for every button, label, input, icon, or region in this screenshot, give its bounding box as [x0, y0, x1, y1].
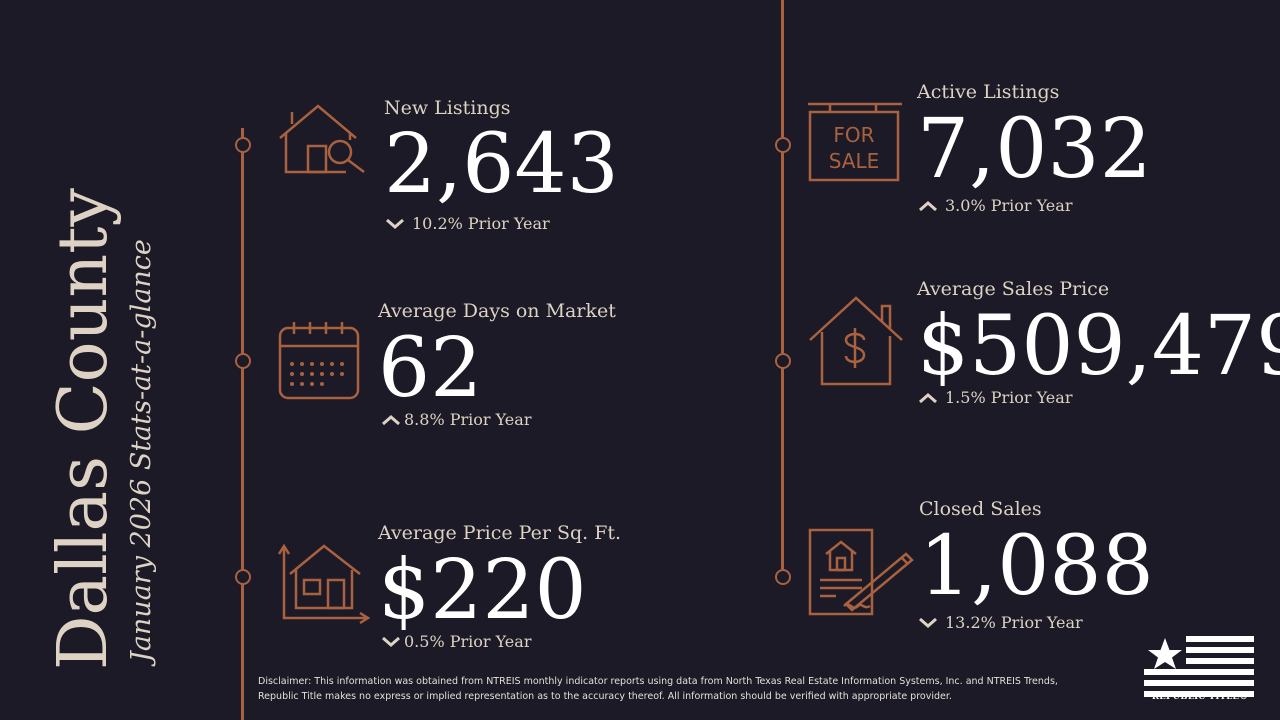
- disclaimer: Disclaimer: This information was obtaine…: [258, 676, 1058, 702]
- vertical-title: Dallas County January 2026 Stats-at-a-gl…: [38, 0, 157, 700]
- new-listings-value: 2,643: [384, 117, 619, 212]
- republic-title-flag-logo: [1144, 636, 1254, 697]
- avg-sales-price-change: 1.5% Prior Year: [917, 388, 1072, 407]
- timeline-dot: [775, 353, 791, 369]
- avg-days-value: 62: [378, 321, 483, 416]
- avg-sales-price-value: $509,479: [917, 299, 1280, 394]
- closed-sales-value: 1,088: [919, 519, 1154, 614]
- price-sqft-label: Average Price Per Sq. Ft.: [378, 522, 622, 544]
- closed-sales-label: Closed Sales: [919, 498, 1042, 520]
- timeline-dot: [775, 569, 791, 585]
- avg-days-change: 8.8% Prior Year: [380, 410, 531, 429]
- active-listings-value: 7,032: [917, 102, 1152, 197]
- active-listings-change: 3.0% Prior Year: [917, 196, 1072, 215]
- right-timeline: [781, 0, 784, 580]
- signed-contract-icon: [808, 528, 914, 616]
- county-title: Dallas County: [44, 188, 123, 670]
- timeline-dot: [775, 137, 791, 153]
- left-timeline: [241, 128, 244, 720]
- timeline-dot: [235, 137, 251, 153]
- calendar-icon: [278, 322, 360, 400]
- avg-sales-price-change-text: 1.5% Prior Year: [945, 388, 1073, 407]
- avg-sales-price-label: Average Sales Price: [917, 278, 1110, 300]
- chevron-up-icon: [919, 392, 937, 403]
- new-listings-change: 10.2% Prior Year: [384, 214, 550, 233]
- timeline-dot: [235, 353, 251, 369]
- logo-text: REPUBLIC TITLE®: [1151, 692, 1249, 702]
- active-listings-label: Active Listings: [917, 81, 1060, 103]
- house-search-icon: [279, 104, 365, 174]
- price-sqft-change-text: 0.5% Prior Year: [404, 632, 532, 651]
- svg-text:SALE: SALE: [829, 149, 880, 173]
- active-listings-change-text: 3.0% Prior Year: [945, 196, 1073, 215]
- avg-days-change-text: 8.8% Prior Year: [404, 410, 532, 429]
- for-sale-sign-icon: FOR SALE: [808, 102, 902, 182]
- timeline-dot: [235, 569, 251, 585]
- subtitle: January 2026 Stats-at-a-glance: [126, 239, 157, 662]
- chevron-down-icon: [386, 218, 404, 229]
- chevron-up-icon: [919, 200, 937, 211]
- chevron-down-icon: [382, 636, 400, 647]
- price-sqft-change: 0.5% Prior Year: [380, 632, 531, 651]
- closed-sales-change-text: 13.2% Prior Year: [945, 613, 1083, 632]
- chevron-up-icon: [382, 414, 400, 425]
- house-measure-icon: [277, 543, 371, 625]
- house-dollar-icon: [809, 296, 903, 386]
- svg-text:FOR: FOR: [833, 123, 874, 147]
- price-sqft-value: $220: [378, 543, 587, 638]
- avg-days-label: Average Days on Market: [378, 300, 616, 322]
- chevron-down-icon: [919, 617, 937, 628]
- new-listings-change-text: 10.2% Prior Year: [412, 214, 550, 233]
- new-listings-label: New Listings: [384, 97, 511, 119]
- closed-sales-change: 13.2% Prior Year: [917, 613, 1083, 632]
